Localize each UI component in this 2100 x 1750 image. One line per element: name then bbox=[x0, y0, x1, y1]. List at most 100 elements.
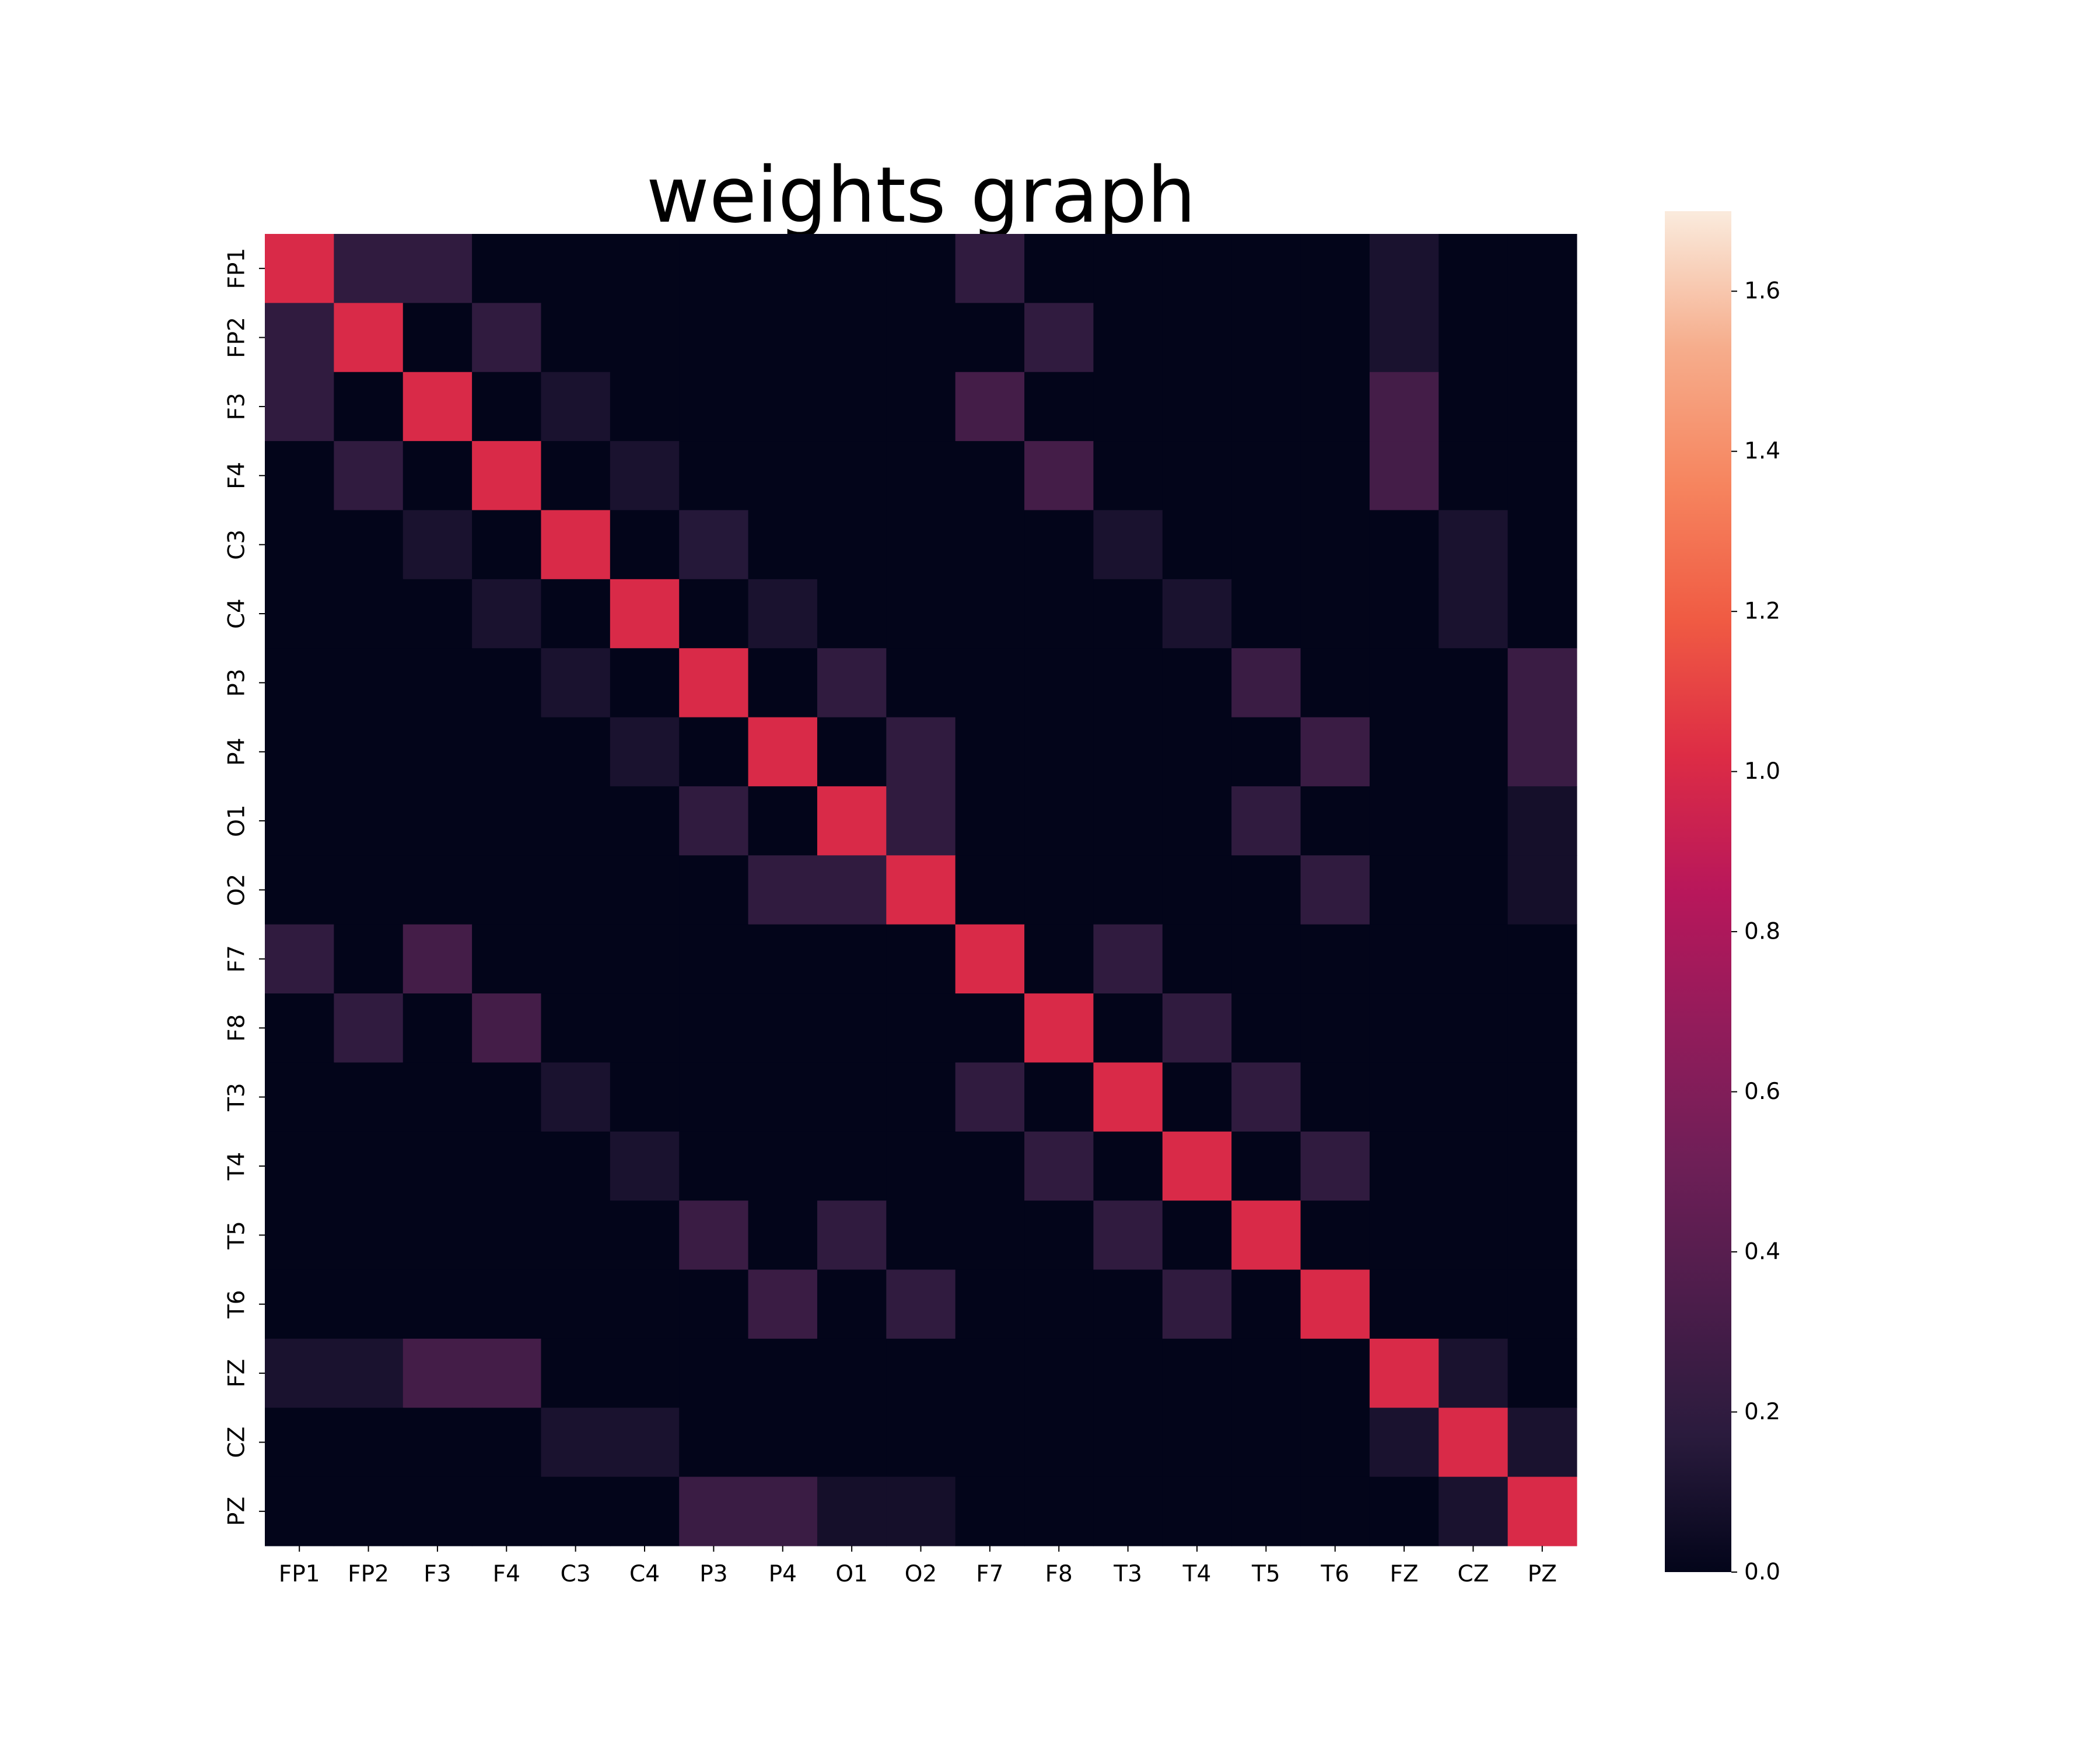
heatmap-cell-f3-t3 bbox=[1093, 372, 1163, 442]
heatmap-cell-t6-f8 bbox=[1024, 1269, 1094, 1339]
heatmap-cell-t4-o1 bbox=[817, 1131, 887, 1201]
heatmap-cell-o1-o2 bbox=[886, 786, 956, 856]
x-tick-label: C4 bbox=[629, 1561, 660, 1587]
heatmap-cell-f3-fp2 bbox=[334, 372, 404, 442]
heatmap-cell-fz-o2 bbox=[886, 1338, 956, 1408]
heatmap-cell-t3-o2 bbox=[886, 1062, 956, 1132]
heatmap-cell-fp1-o2 bbox=[886, 234, 956, 303]
heatmap-cell-pz-t4 bbox=[1162, 1476, 1232, 1546]
heatmap-cell-f4-fp1 bbox=[265, 441, 334, 511]
heatmap-cell-f7-o1 bbox=[817, 924, 887, 994]
heatmap-cell-fz-t6 bbox=[1300, 1338, 1370, 1408]
heatmap-cell-c3-t3 bbox=[1093, 510, 1163, 580]
heatmap-cell-f8-f3 bbox=[402, 993, 473, 1063]
colorbar-tick-label: 1.2 bbox=[1744, 598, 1780, 625]
y-tick-label: FP2 bbox=[224, 317, 250, 358]
heatmap-cell-f4-t6 bbox=[1300, 441, 1370, 511]
heatmap-cell-o1-f8 bbox=[1024, 786, 1094, 856]
heatmap-cell-f4-f7 bbox=[955, 441, 1025, 511]
heatmap-cell-p3-fz bbox=[1369, 648, 1439, 718]
heatmap-cell-o1-f3 bbox=[402, 786, 473, 856]
heatmap-cell-t4-c3 bbox=[541, 1131, 611, 1201]
heatmap-cell-t3-fp1 bbox=[265, 1062, 334, 1132]
heatmap-cell-p3-f4 bbox=[472, 648, 542, 718]
heatmap-cell-p3-pz bbox=[1507, 648, 1577, 718]
heatmap-cell-fz-c4 bbox=[610, 1338, 680, 1408]
heatmap-cell-p4-cz bbox=[1438, 717, 1508, 787]
heatmap-cell-t4-f3 bbox=[402, 1131, 473, 1201]
heatmap-cell-pz-p4 bbox=[748, 1476, 818, 1546]
y-tick-label: C4 bbox=[224, 598, 250, 629]
heatmap-cell-c4-o2 bbox=[886, 579, 956, 649]
heatmap-cell-f3-f8 bbox=[1024, 372, 1094, 442]
heatmap-cell-fp1-t3 bbox=[1093, 234, 1163, 303]
heatmap-cell-f3-pz bbox=[1507, 372, 1577, 442]
heatmap-cell-p4-p4 bbox=[748, 717, 818, 787]
heatmap-cell-t3-t6 bbox=[1300, 1062, 1370, 1132]
heatmap-cell-o2-f3 bbox=[402, 855, 473, 925]
heatmap-cell-t6-t4 bbox=[1162, 1269, 1232, 1339]
heatmap-cell-f8-t5 bbox=[1231, 993, 1301, 1063]
heatmap-cell-t3-fz bbox=[1369, 1062, 1439, 1132]
heatmap-cell-fp2-fz bbox=[1369, 303, 1439, 373]
heatmap-cell-fz-fz bbox=[1369, 1338, 1439, 1408]
heatmap-cell-o2-t4 bbox=[1162, 855, 1232, 925]
heatmap-cell-pz-o1 bbox=[817, 1476, 887, 1546]
heatmap-cell-p4-t4 bbox=[1162, 717, 1232, 787]
heatmap-cell-t4-pz bbox=[1507, 1131, 1577, 1201]
heatmap-cell-o1-c3 bbox=[541, 786, 611, 856]
y-tick-label: FP1 bbox=[224, 248, 250, 289]
y-tick-label: F3 bbox=[224, 393, 250, 420]
heatmap-cell-t4-fp2 bbox=[334, 1131, 404, 1201]
heatmap-cell-t5-f8 bbox=[1024, 1200, 1094, 1270]
heatmap-cell-p4-f8 bbox=[1024, 717, 1094, 787]
heatmap-cell-t6-t5 bbox=[1231, 1269, 1301, 1339]
heatmap-cell-pz-f4 bbox=[472, 1476, 542, 1546]
heatmap-cell-f7-t6 bbox=[1300, 924, 1370, 994]
y-tick-label: P4 bbox=[224, 738, 250, 766]
heatmap-cell-t3-t4 bbox=[1162, 1062, 1232, 1132]
heatmap-cell-o2-fp2 bbox=[334, 855, 404, 925]
heatmap-cell-f4-c3 bbox=[541, 441, 611, 511]
heatmap-cell-p4-c4 bbox=[610, 717, 680, 787]
heatmap-cell-t6-fz bbox=[1369, 1269, 1439, 1339]
heatmap-cell-t4-f7 bbox=[955, 1131, 1025, 1201]
heatmap-cell-p3-c4 bbox=[610, 648, 680, 718]
heatmap-cell-c4-o1 bbox=[817, 579, 887, 649]
heatmap-cell-t3-f7 bbox=[955, 1062, 1025, 1132]
heatmap-cell-fp1-cz bbox=[1438, 234, 1508, 303]
heatmap-cell-c4-fz bbox=[1369, 579, 1439, 649]
heatmap-cell-o2-c3 bbox=[541, 855, 611, 925]
heatmap-cell-cz-c4 bbox=[610, 1408, 680, 1478]
heatmap-cell-t4-p4 bbox=[748, 1131, 818, 1201]
heatmap-cell-cz-pz bbox=[1507, 1408, 1577, 1478]
colorbar-tick-label: 0.6 bbox=[1744, 1079, 1780, 1105]
heatmap-cell-f7-p4 bbox=[748, 924, 818, 994]
heatmap-cell-cz-fp2 bbox=[334, 1408, 404, 1478]
heatmap-cell-f7-fz bbox=[1369, 924, 1439, 994]
heatmap-cell-t3-f4 bbox=[472, 1062, 542, 1132]
heatmap-cell-o1-p3 bbox=[679, 786, 749, 856]
heatmap-cell-fp1-fz bbox=[1369, 234, 1439, 303]
heatmap-cell-t6-cz bbox=[1438, 1269, 1508, 1339]
x-tick-label: CZ bbox=[1457, 1561, 1489, 1587]
heatmap-cell-f8-c3 bbox=[541, 993, 611, 1063]
heatmap-cell-p4-f4 bbox=[472, 717, 542, 787]
y-tick-label: CZ bbox=[224, 1426, 250, 1458]
heatmap-cell-t4-fp1 bbox=[265, 1131, 334, 1201]
heatmap-cell-f8-t4 bbox=[1162, 993, 1232, 1063]
heatmap-cell-f4-t5 bbox=[1231, 441, 1301, 511]
heatmap-cell-f8-f8 bbox=[1024, 993, 1094, 1063]
heatmap-cell-f4-p3 bbox=[679, 441, 749, 511]
heatmap-cell-c4-p3 bbox=[679, 579, 749, 649]
heatmap-cell-f8-o1 bbox=[817, 993, 887, 1063]
colorbar-tick-label: 0.4 bbox=[1744, 1239, 1780, 1265]
heatmap-cell-c4-t6 bbox=[1300, 579, 1370, 649]
heatmap-cell-t6-p4 bbox=[748, 1269, 818, 1339]
heatmap-cell-f3-fz bbox=[1369, 372, 1439, 442]
heatmap-cell-fz-fp1 bbox=[265, 1338, 334, 1408]
heatmap-cell-o2-f8 bbox=[1024, 855, 1094, 925]
heatmap-cell-pz-cz bbox=[1438, 1476, 1508, 1546]
heatmap-cell-t3-o1 bbox=[817, 1062, 887, 1132]
heatmap-cell-f7-o2 bbox=[886, 924, 956, 994]
